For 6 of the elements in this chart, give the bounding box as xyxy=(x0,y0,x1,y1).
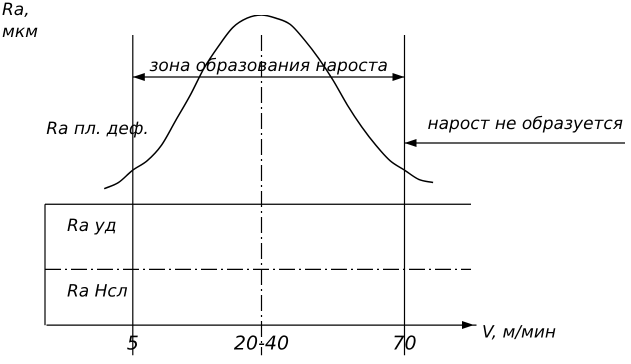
ref-line-label: Ra уд xyxy=(67,216,116,236)
annotation: нарост не образуется xyxy=(428,114,623,134)
y-axis-title: Ra, мкм xyxy=(2,0,38,42)
ref-line-label: Ra Нсл xyxy=(67,281,128,302)
x-tick-label: 20-40 xyxy=(234,332,290,355)
x-axis-title: V, м/мин xyxy=(482,322,556,343)
